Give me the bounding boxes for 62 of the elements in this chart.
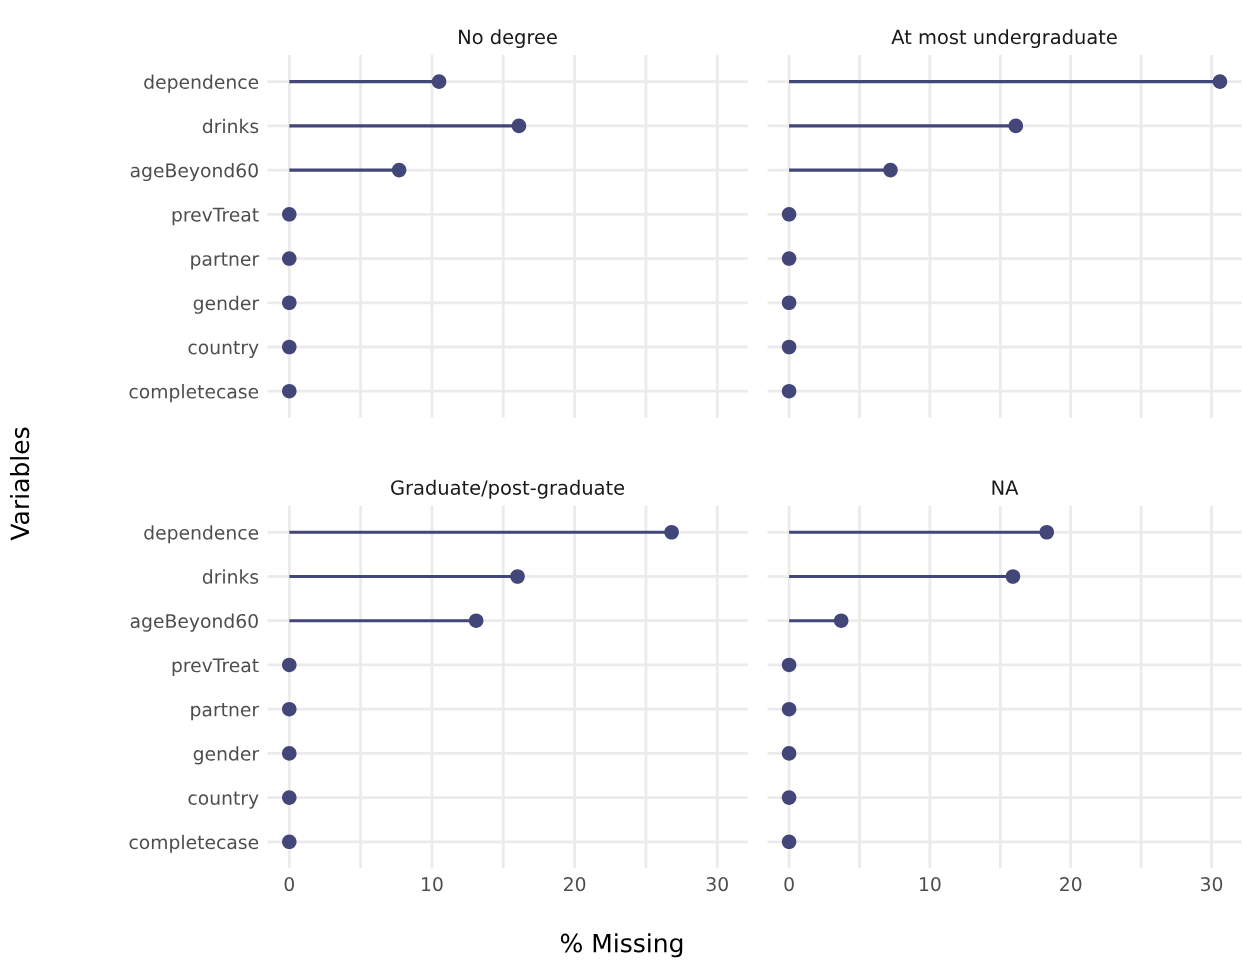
point: [781, 383, 797, 399]
point: [1039, 524, 1055, 540]
y-tick-label: ageBeyond60: [130, 613, 258, 632]
point: [781, 295, 797, 311]
point: [1212, 74, 1228, 89]
point: [468, 613, 484, 628]
point: [282, 339, 297, 355]
point: [282, 383, 297, 399]
point: [664, 524, 679, 540]
y-tick-label: drinks: [202, 118, 259, 134]
y-tick-label: partner: [191, 252, 260, 270]
x-tick-label: 0: [784, 877, 794, 892]
point: [781, 657, 797, 673]
x-tick-label: 10: [920, 877, 941, 892]
y-tick-label: prevTreat: [172, 207, 259, 226]
point: [282, 207, 297, 222]
point: [510, 569, 525, 584]
y-tick-label: dependence: [144, 525, 259, 544]
point: [391, 162, 407, 178]
point: [282, 834, 297, 850]
x-axis-title: % Missing: [560, 933, 683, 958]
y-tick-label: completecase: [129, 834, 259, 853]
point: [781, 834, 797, 850]
y-tick-label: gender: [193, 746, 260, 765]
point: [511, 118, 527, 134]
point: [282, 251, 297, 266]
y-tick-label: country: [188, 340, 259, 359]
point: [282, 746, 297, 761]
point: [781, 790, 797, 805]
y-tick-label: country: [188, 791, 259, 809]
x-tick-label: 20: [564, 877, 586, 892]
point: [781, 746, 797, 761]
y-tick-label: gender: [193, 295, 260, 314]
x-tick-label: 30: [1201, 877, 1223, 892]
point: [282, 657, 297, 673]
chart-title: No degree: [459, 29, 557, 49]
point: [282, 295, 297, 311]
point: [282, 701, 297, 717]
chart-title: NA: [992, 480, 1019, 495]
point: [1005, 569, 1021, 584]
y-tick-label: dependence: [144, 74, 259, 93]
x-tick-label: 20: [1060, 877, 1082, 892]
x-tick-label: 0: [284, 877, 295, 892]
point: [781, 701, 797, 717]
point: [883, 162, 898, 178]
y-tick-label: ageBeyond60: [130, 162, 258, 182]
y-axis-title: Variables: [9, 427, 30, 541]
point: [282, 790, 297, 805]
y-tick-label: partner: [191, 703, 260, 721]
y-tick-label: completecase: [129, 384, 259, 403]
point: [781, 207, 797, 222]
x-tick-label: 30: [706, 877, 728, 892]
x-tick-label: 10: [422, 877, 443, 892]
point: [1008, 118, 1024, 134]
chart-title: At most undergraduate: [891, 29, 1117, 49]
y-tick-label: drinks: [202, 569, 259, 584]
point: [431, 74, 447, 89]
chart-title: Graduate/post-graduate: [391, 479, 625, 499]
point: [781, 251, 797, 266]
y-tick-label: prevTreat: [172, 658, 259, 676]
point: [781, 339, 797, 355]
point: [833, 613, 849, 628]
